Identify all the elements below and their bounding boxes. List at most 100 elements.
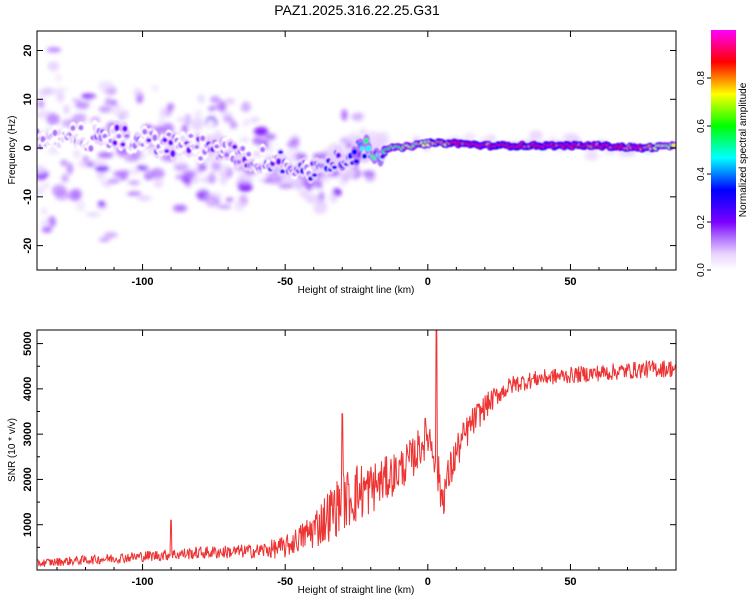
spectrogram-cell: [227, 99, 240, 105]
spectrogram-cell: [265, 133, 276, 141]
spectrogram-cell: [185, 179, 192, 188]
spectrogram-cell: [107, 178, 121, 184]
spectrogram-ridge-core: [214, 144, 220, 149]
spectrogram-cell: [56, 95, 65, 102]
spectrogram-cell: [642, 153, 655, 159]
spectrogram-cell: [254, 171, 267, 183]
spectrogram-cell: [89, 176, 97, 184]
spectrogram-cell: [194, 109, 203, 120]
snr-y-tick-label: 1000: [22, 512, 34, 536]
spectrogram-cell: [73, 149, 81, 159]
spectrogram-ridge-core: [40, 135, 46, 143]
spectrogram-y-tick-label: -10: [22, 189, 34, 205]
spectrogram-cell: [46, 113, 60, 125]
spectrogram-cell: [124, 155, 139, 162]
spectrogram-cell: [225, 197, 235, 203]
snr-frame: [36, 329, 677, 571]
spectrogram-ridge-core: [112, 140, 118, 146]
spectrogram-cell: [254, 126, 269, 137]
spectrogram-ridge-core: [188, 133, 194, 139]
spectrogram-ridge-core: [70, 125, 76, 131]
spectrogram-cell: [214, 129, 223, 140]
spectrogram-cell: [345, 143, 354, 149]
spectrogram-cell: [344, 167, 357, 178]
colorbar-tick-label: 0.0: [696, 263, 707, 277]
spectrogram-ridge-core: [351, 149, 358, 155]
colorbar-gradient: [711, 30, 736, 270]
spectrogram-ridge-core: [122, 125, 128, 132]
spectrogram-ridge-core: [335, 152, 342, 159]
spectrogram-cell: [75, 101, 90, 110]
spectrogram-cell: [600, 136, 611, 141]
spectrogram-cell: [210, 96, 221, 104]
spectrogram-ridge: [37, 119, 676, 184]
spectrogram-cell: [96, 171, 107, 180]
spectrogram-ridge-core: [194, 144, 200, 150]
spectrogram-cell: [207, 119, 215, 128]
spectrogram-cell: [159, 107, 167, 119]
spectrogram-cell: [335, 178, 342, 184]
spectrogram-cell: [111, 100, 118, 106]
spectrogram-cell: [649, 135, 663, 144]
spectrogram-ridge-core: [331, 165, 338, 170]
spectrogram-cell: [362, 170, 376, 177]
spectrogram-cell: [256, 192, 268, 200]
spectrogram-cell: [347, 127, 361, 133]
spectrogram-cell: [127, 180, 141, 186]
spectrogram-cell: [329, 192, 338, 204]
spectrogram-cell: [509, 152, 522, 160]
spectrogram-cell: [66, 162, 74, 175]
colorbar-label: Normalized spectral amplitude: [738, 82, 749, 217]
spectrogram-ridge-core: [270, 160, 276, 167]
colorbar-ticks: 0.0 0.2 0.4 0.6 0.8: [696, 71, 711, 277]
spectrogram-cell: [278, 183, 293, 189]
spectrogram-cell: [362, 114, 370, 122]
spectrogram-ridge-core: [200, 135, 206, 142]
spectrogram-cell: [75, 199, 86, 212]
spectrogram-cell: [217, 100, 227, 113]
snr-x-tick-label: -100: [132, 576, 154, 588]
spectrogram-cell: [97, 201, 106, 208]
spectrogram-cell: [173, 204, 187, 212]
spectrogram-cell: [198, 184, 209, 191]
snr-y-tick-label: 5000: [22, 331, 34, 355]
spectrogram-cell: [341, 109, 348, 121]
spectrogram-cell: [37, 112, 46, 118]
spectrogram-cell: [197, 163, 207, 172]
spectrogram-ridge-core: [164, 149, 170, 154]
colorbar-tick-label: 0.8: [696, 71, 707, 85]
snr-plot-area: [37, 330, 676, 570]
spectrogram-cell: [116, 148, 129, 158]
spectrogram-cell: [72, 113, 87, 124]
spectrogram-cell: [583, 151, 599, 161]
spectrogram-ridge-core: [224, 152, 230, 158]
spectrogram-ridge-core: [236, 159, 242, 165]
spectrogram-cell: [529, 130, 543, 141]
spectrogram-cell: [40, 219, 51, 228]
spectrogram-cell: [656, 147, 671, 155]
spectrogram-cell: [151, 84, 159, 92]
spectrogram-cell: [98, 80, 114, 92]
snr-y-axis-label: SNR (10 * v/v): [7, 418, 18, 482]
spectrogram-cell: [149, 168, 165, 179]
spectrogram-cell: [252, 137, 263, 145]
spectrogram-ridge-core: [166, 132, 172, 137]
spectrogram-cell: [78, 160, 87, 169]
spectrogram-ridge-core: [37, 128, 40, 135]
spectrogram-cell: [537, 149, 549, 162]
spectrogram-cell: [223, 116, 234, 123]
spectrogram-y-tick-label: 0: [22, 145, 34, 151]
spectrogram-cell: [240, 113, 254, 121]
spectrogram-image: [37, 47, 676, 242]
spectrogram-cell: [313, 204, 328, 215]
spectrogram-cell: [37, 99, 45, 109]
spectrogram-ridge-core: [158, 150, 164, 154]
spectrogram-cell: [71, 98, 82, 104]
spectrogram-ridge-core: [365, 145, 372, 152]
spectrogram-cell: [85, 212, 100, 218]
snr-x-tick-label: -50: [277, 576, 293, 588]
spectrogram-cell: [112, 108, 127, 117]
spectrogram-cell: [46, 47, 62, 53]
spectrogram-ridge-core: [120, 142, 126, 147]
